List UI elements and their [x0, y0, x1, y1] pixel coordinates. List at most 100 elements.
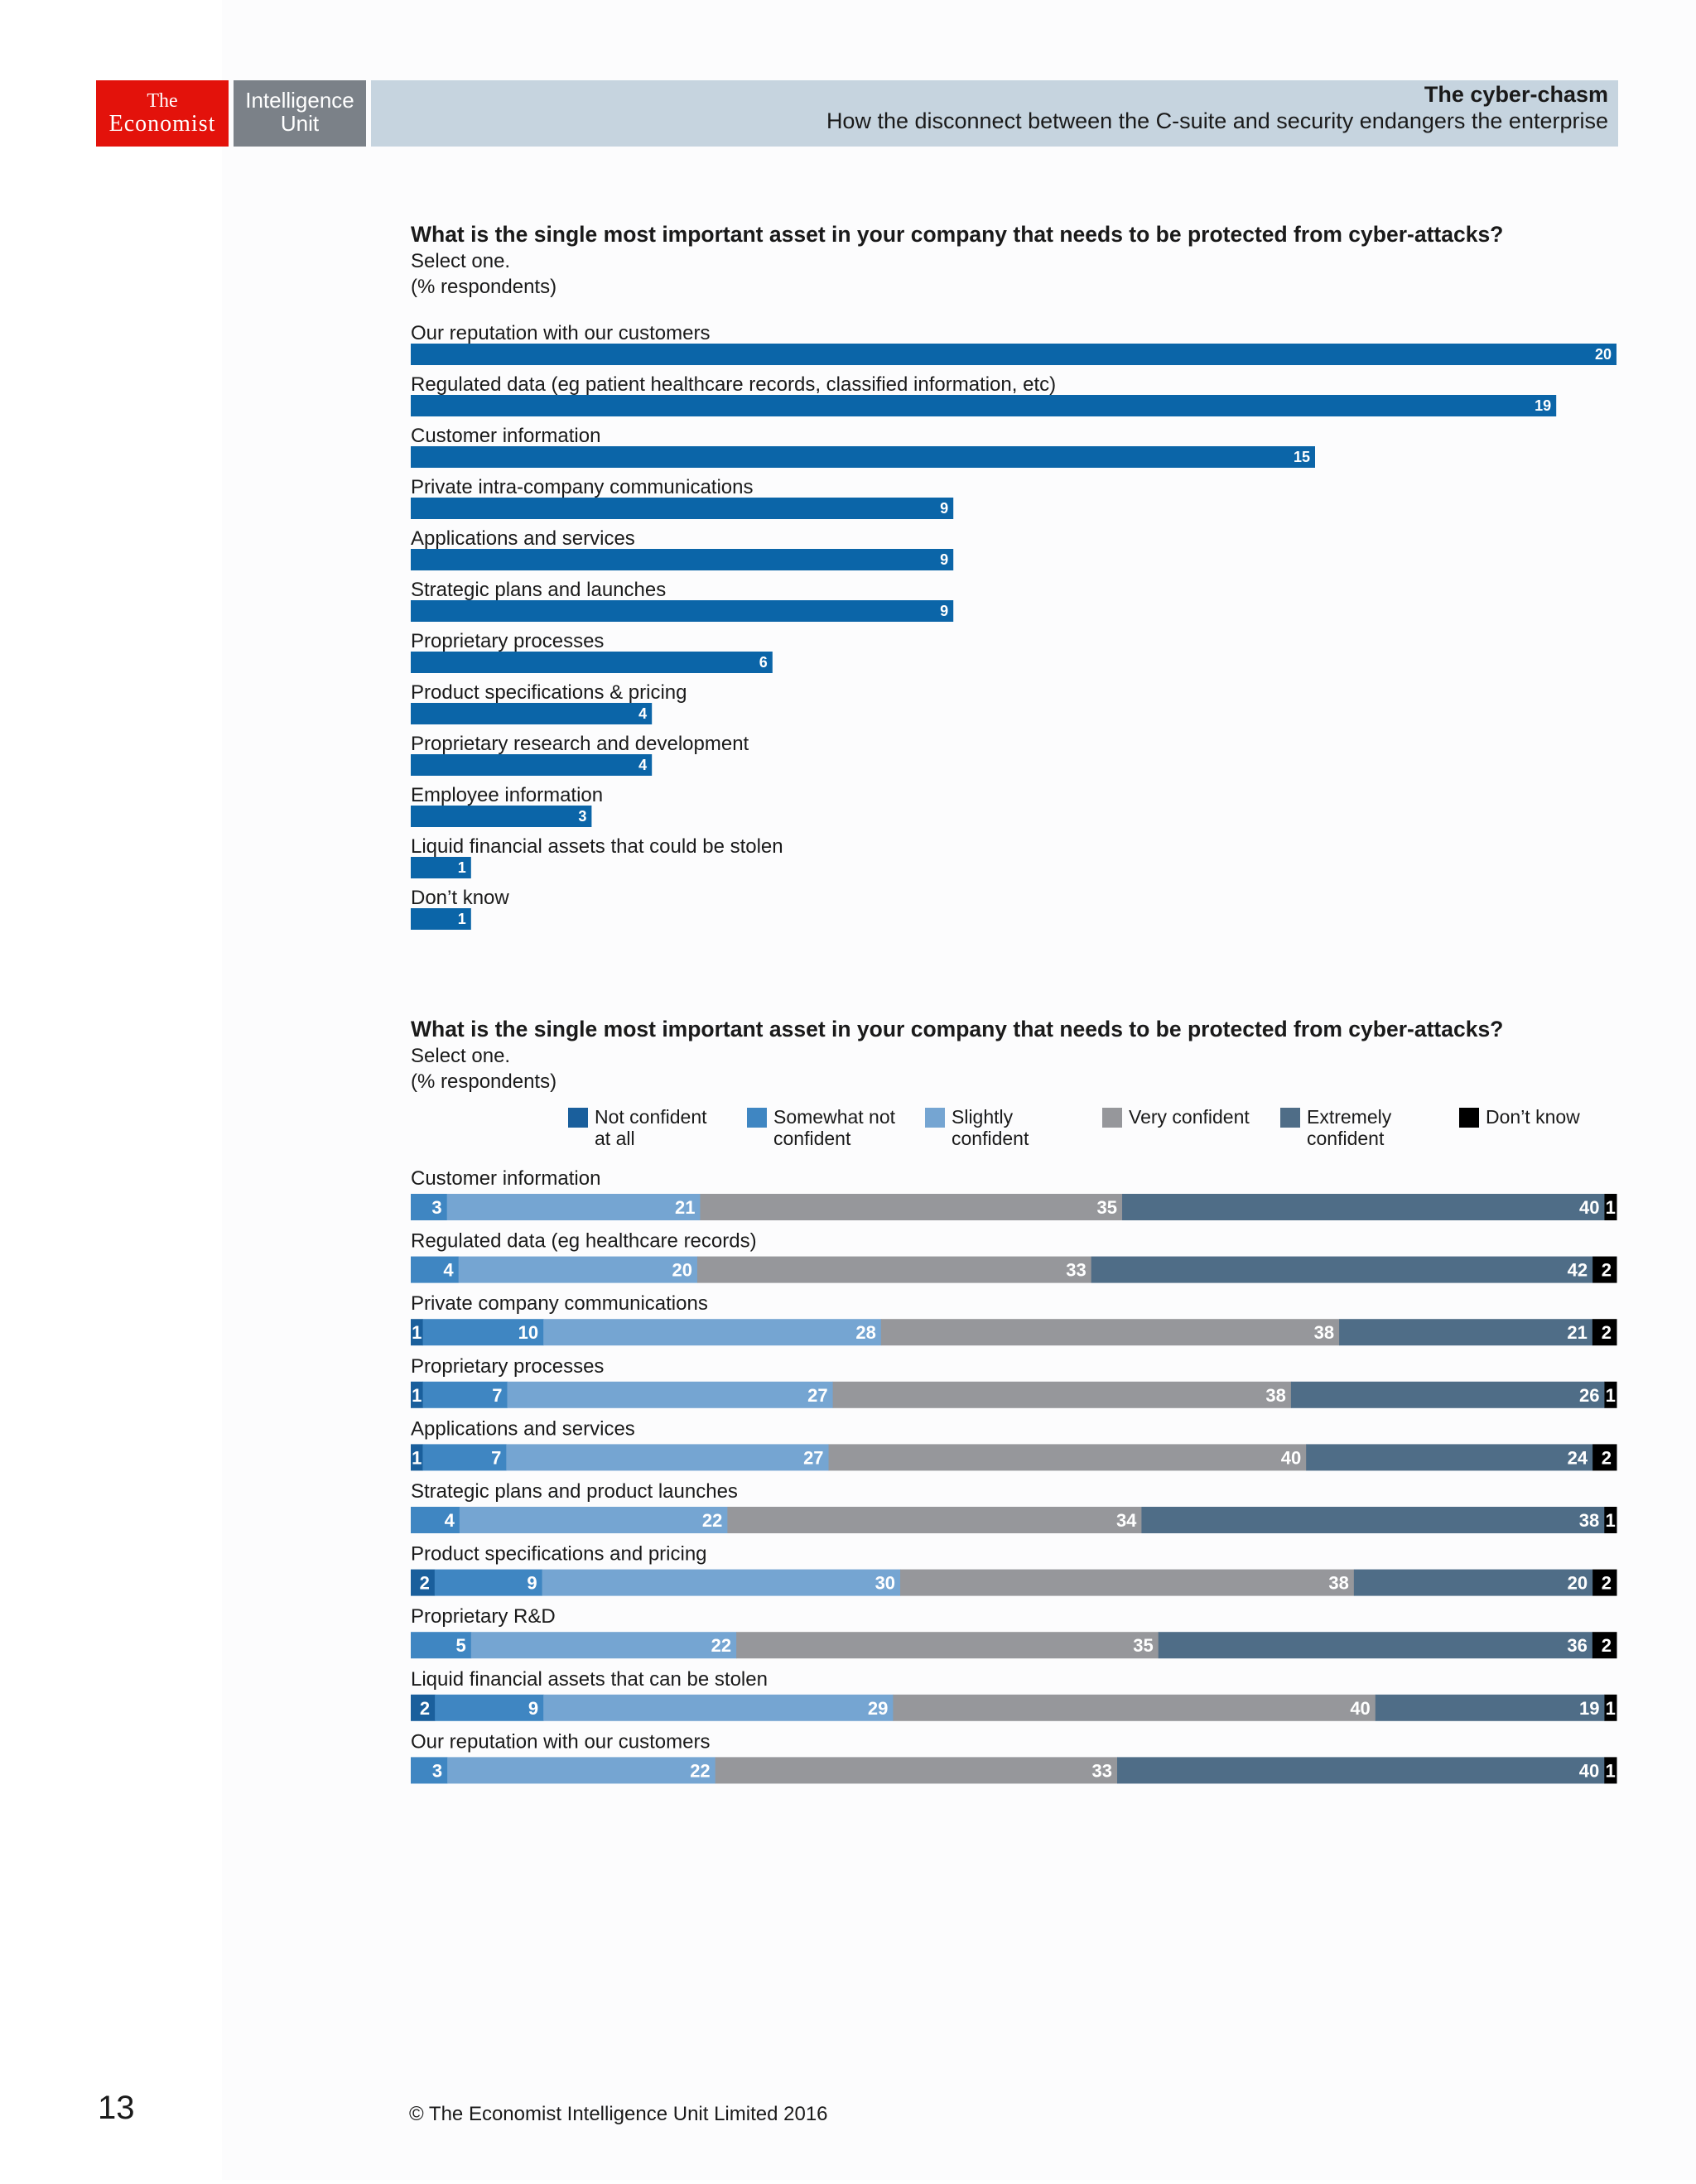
copyright: © The Economist Intelligence Unit Limite…	[409, 2103, 828, 2125]
chart2-legend-label: Extremely	[1307, 1106, 1392, 1128]
chart2-bar-segment	[1306, 1444, 1593, 1471]
chart2-value-label: 42	[1568, 1260, 1588, 1281]
chart2-bar-segment	[715, 1757, 1118, 1784]
chart1-bar	[411, 806, 592, 827]
chart2-bar-segment	[411, 1319, 424, 1346]
chart2-value-label: 38	[1265, 1385, 1285, 1406]
chart2-value-label: 4	[445, 1510, 455, 1531]
chart2-legend-label: confident	[952, 1128, 1029, 1149]
chart2-bar-segment	[543, 1694, 894, 1721]
chart2-bar-segment	[900, 1569, 1355, 1596]
chart2-bar-segment	[1353, 1569, 1593, 1596]
chart2-bar-segment	[411, 1632, 472, 1659]
chart1-value-label: 9	[940, 500, 948, 517]
chart2-value-label: 38	[1314, 1322, 1334, 1343]
chart1-category-label: Proprietary research and development	[411, 733, 749, 755]
chart1-category-label: Product specifications & pricing	[411, 681, 687, 704]
chart2-bar-segment	[1117, 1757, 1605, 1784]
chart1-bar	[411, 395, 1557, 416]
chart1-value-label: 1	[458, 911, 466, 927]
chart2-bar-segment	[1604, 1381, 1617, 1408]
chart2-bar-segment	[1592, 1632, 1617, 1659]
chart2-bar-segment	[832, 1381, 1292, 1408]
chart2-bar-segment	[459, 1507, 728, 1533]
chart2-bar-segment	[411, 1256, 460, 1283]
chart2-bar-segment	[1091, 1256, 1593, 1283]
chart2-bar-segment	[422, 1319, 544, 1346]
chart2-bar-segment	[411, 1444, 423, 1471]
chart2-value-label: 38	[1328, 1573, 1348, 1594]
chart2-value-label: 40	[1281, 1447, 1301, 1468]
chart2-unit-note: (% respondents)	[411, 1070, 557, 1093]
chart2-value-label: 24	[1568, 1447, 1588, 1468]
chart2-bar-segment	[411, 1569, 436, 1596]
chart2-category-label: Proprietary processes	[411, 1355, 604, 1378]
chart2-value-label: 21	[675, 1197, 695, 1218]
chart2-bar-segment	[1592, 1256, 1617, 1283]
chart1-bar	[411, 908, 471, 930]
chart2-category-label: Applications and services	[411, 1417, 635, 1440]
chart2-category-label: Proprietary R&D	[411, 1605, 556, 1628]
chart2-bar-segment	[411, 1757, 448, 1784]
chart2-value-label: 35	[1133, 1635, 1153, 1656]
report-header: The cyber-chasm How the disconnect betwe…	[371, 80, 1618, 147]
chart2-value-label: 2	[1602, 1447, 1612, 1468]
chart1-value-label: 1	[458, 859, 466, 876]
chart1-category-label: Liquid financial assets that could be st…	[411, 835, 783, 858]
chart2-category-label: Private company communications	[411, 1292, 708, 1315]
chart2-bar-segment	[411, 1694, 436, 1721]
chart2-value-label: 26	[1579, 1385, 1599, 1406]
chart2-bar-segment	[736, 1632, 1159, 1659]
chart2-value-label: 30	[875, 1573, 895, 1594]
chart2-value-label: 1	[412, 1322, 422, 1343]
chart2-legend-swatch	[747, 1108, 767, 1128]
chart1-bar	[411, 446, 1315, 468]
chart1-value-label: 9	[940, 551, 948, 568]
chart2-category-label: Our reputation with our customers	[411, 1730, 711, 1753]
chart2-value-label: 28	[855, 1322, 875, 1343]
chart2-bar-segment	[1122, 1194, 1605, 1220]
chart1-category-label: Private intra-company communications	[411, 476, 754, 498]
page-number: 13	[98, 2090, 135, 2126]
chart2-value-label: 35	[1097, 1197, 1117, 1218]
chart2-bar-segment	[1375, 1694, 1605, 1721]
report-title: The cyber-chasm	[1424, 82, 1608, 107]
chart2-value-label: 7	[491, 1447, 501, 1468]
chart2-value-label: 2	[1602, 1260, 1612, 1281]
chart2-bar-segment	[700, 1194, 1123, 1220]
chart2-bar-segment	[411, 1194, 448, 1220]
chart2-legend-label: Slightly	[952, 1106, 1014, 1128]
chart1-value-label: 4	[638, 705, 647, 722]
chart2-legend-label: Don’t know	[1486, 1106, 1580, 1128]
chart2-value-label: 2	[1602, 1635, 1612, 1656]
chart2-value-label: 33	[1066, 1260, 1086, 1281]
chart2-value-label: 40	[1579, 1197, 1599, 1218]
chart2-bar-segment	[1290, 1381, 1605, 1408]
chart2-legend-label: confident	[773, 1128, 851, 1149]
chart2-bar-segment	[446, 1194, 701, 1220]
chart2-value-label: 22	[690, 1760, 710, 1781]
chart2-bar-segment	[1592, 1319, 1617, 1346]
chart2-bar-segment	[470, 1632, 737, 1659]
chart2-bar-segment	[411, 1381, 424, 1408]
chart1-unit-note: (% respondents)	[411, 276, 557, 298]
chart2-value-label: 19	[1579, 1698, 1599, 1719]
chart2-bar-segment	[1604, 1194, 1617, 1220]
chart2-value-label: 29	[868, 1698, 888, 1719]
chart2-bar-segment	[422, 1381, 508, 1408]
chart2-value-label: 9	[527, 1573, 537, 1594]
chart1-category-label: Applications and services	[411, 527, 635, 550]
chart2-category-label: Product specifications and pricing	[411, 1543, 707, 1566]
chart2-bar-segment	[828, 1444, 1307, 1471]
economist-logo: The Economist	[96, 80, 229, 147]
chart2-bar-segment	[542, 1569, 901, 1596]
chart2-value-label: 10	[518, 1322, 538, 1343]
chart2-value-label: 2	[1602, 1322, 1612, 1343]
chart2-legend-label: Very confident	[1129, 1106, 1250, 1128]
chart1-category-label: Strategic plans and launches	[411, 579, 666, 601]
chart2-value-label: 9	[528, 1698, 538, 1719]
chart2-bar-segment	[880, 1319, 1340, 1346]
chart2-value-label: 3	[431, 1197, 441, 1218]
